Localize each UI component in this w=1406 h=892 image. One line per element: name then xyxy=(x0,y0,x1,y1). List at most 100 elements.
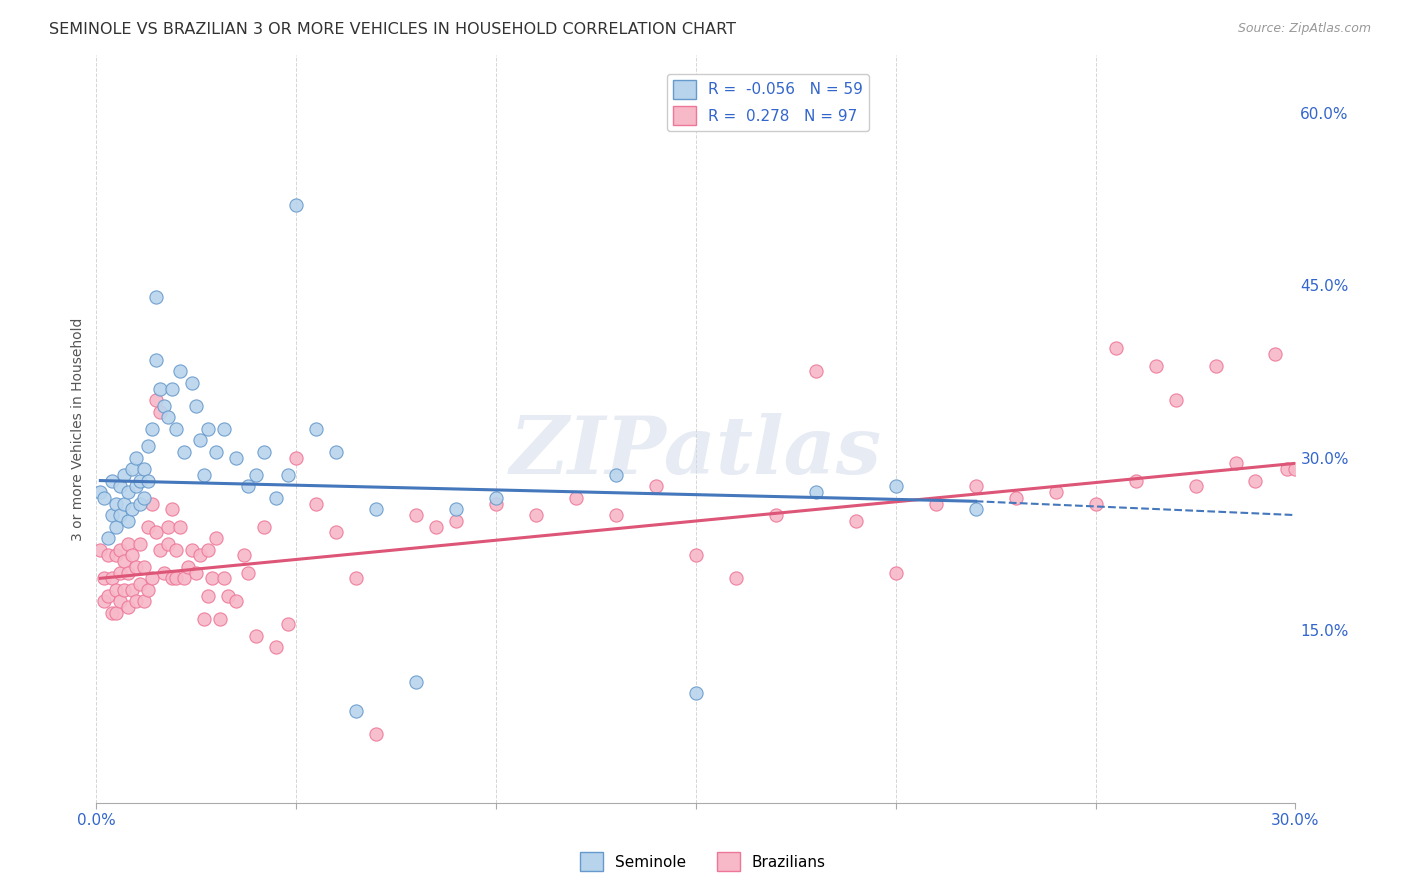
Point xyxy=(89,542,111,557)
Point xyxy=(149,542,172,557)
Point xyxy=(444,502,467,516)
Point xyxy=(217,589,239,603)
Point xyxy=(134,559,156,574)
Point xyxy=(181,376,204,390)
Point xyxy=(253,519,276,533)
Point xyxy=(1164,393,1187,408)
Point xyxy=(101,571,124,585)
Point xyxy=(485,491,508,505)
Point xyxy=(165,542,187,557)
Point xyxy=(344,571,367,585)
Point xyxy=(110,508,132,522)
Point xyxy=(134,462,156,476)
Point xyxy=(884,566,907,580)
Point xyxy=(205,445,228,459)
Legend: R =  -0.056   N = 59, R =  0.278   N = 97: R = -0.056 N = 59, R = 0.278 N = 97 xyxy=(666,74,869,131)
Point xyxy=(157,519,180,533)
Point xyxy=(605,508,627,522)
Point xyxy=(245,629,267,643)
Point xyxy=(845,514,868,528)
Point xyxy=(177,559,200,574)
Text: SEMINOLE VS BRAZILIAN 3 OR MORE VEHICLES IN HOUSEHOLD CORRELATION CHART: SEMINOLE VS BRAZILIAN 3 OR MORE VEHICLES… xyxy=(49,22,737,37)
Point xyxy=(804,364,827,378)
Point xyxy=(1084,497,1107,511)
Point xyxy=(145,352,167,367)
Point xyxy=(157,537,180,551)
Point xyxy=(162,382,184,396)
Point xyxy=(157,410,180,425)
Point xyxy=(264,491,287,505)
Point xyxy=(121,462,143,476)
Point xyxy=(121,582,143,597)
Point xyxy=(285,450,308,465)
Text: ZIPatlas: ZIPatlas xyxy=(510,412,882,490)
Point xyxy=(136,519,159,533)
Point xyxy=(93,491,115,505)
Point xyxy=(1225,456,1247,470)
Point xyxy=(1045,485,1067,500)
Point xyxy=(145,393,167,408)
Point xyxy=(212,422,235,436)
Point xyxy=(105,606,128,620)
Point xyxy=(197,589,219,603)
Point xyxy=(141,497,163,511)
Point xyxy=(1244,474,1267,488)
Point xyxy=(112,554,135,568)
Point xyxy=(134,491,156,505)
Point xyxy=(188,549,211,563)
Point xyxy=(1284,462,1306,476)
Point xyxy=(169,519,191,533)
Point xyxy=(233,549,256,563)
Point xyxy=(193,467,215,482)
Point xyxy=(117,600,139,615)
Point xyxy=(524,508,547,522)
Point xyxy=(325,525,347,540)
Point xyxy=(1004,491,1026,505)
Point xyxy=(285,197,308,211)
Point xyxy=(186,566,208,580)
Point xyxy=(141,422,163,436)
Point xyxy=(110,566,132,580)
Point xyxy=(110,542,132,557)
Point xyxy=(125,559,148,574)
Point xyxy=(89,485,111,500)
Point xyxy=(145,290,167,304)
Point xyxy=(101,508,124,522)
Point xyxy=(136,439,159,453)
Point xyxy=(97,549,120,563)
Point xyxy=(344,704,367,718)
Point xyxy=(105,582,128,597)
Point xyxy=(136,474,159,488)
Point xyxy=(197,422,219,436)
Point xyxy=(101,606,124,620)
Point xyxy=(1277,462,1299,476)
Point xyxy=(125,479,148,493)
Point xyxy=(121,549,143,563)
Point xyxy=(1125,474,1147,488)
Point xyxy=(225,594,247,608)
Point xyxy=(277,467,299,482)
Point xyxy=(105,549,128,563)
Point xyxy=(134,594,156,608)
Point xyxy=(101,474,124,488)
Point xyxy=(485,497,508,511)
Point xyxy=(125,594,148,608)
Point xyxy=(444,514,467,528)
Point xyxy=(105,519,128,533)
Point xyxy=(209,611,232,625)
Point xyxy=(165,422,187,436)
Point xyxy=(965,479,987,493)
Point xyxy=(169,364,191,378)
Point xyxy=(1205,359,1227,373)
Point xyxy=(112,467,135,482)
Point xyxy=(884,479,907,493)
Point xyxy=(129,577,152,591)
Point xyxy=(325,445,347,459)
Point xyxy=(117,566,139,580)
Point xyxy=(112,582,135,597)
Point xyxy=(136,582,159,597)
Legend: Seminole, Brazilians: Seminole, Brazilians xyxy=(574,847,832,877)
Point xyxy=(117,514,139,528)
Point xyxy=(197,542,219,557)
Point xyxy=(366,502,388,516)
